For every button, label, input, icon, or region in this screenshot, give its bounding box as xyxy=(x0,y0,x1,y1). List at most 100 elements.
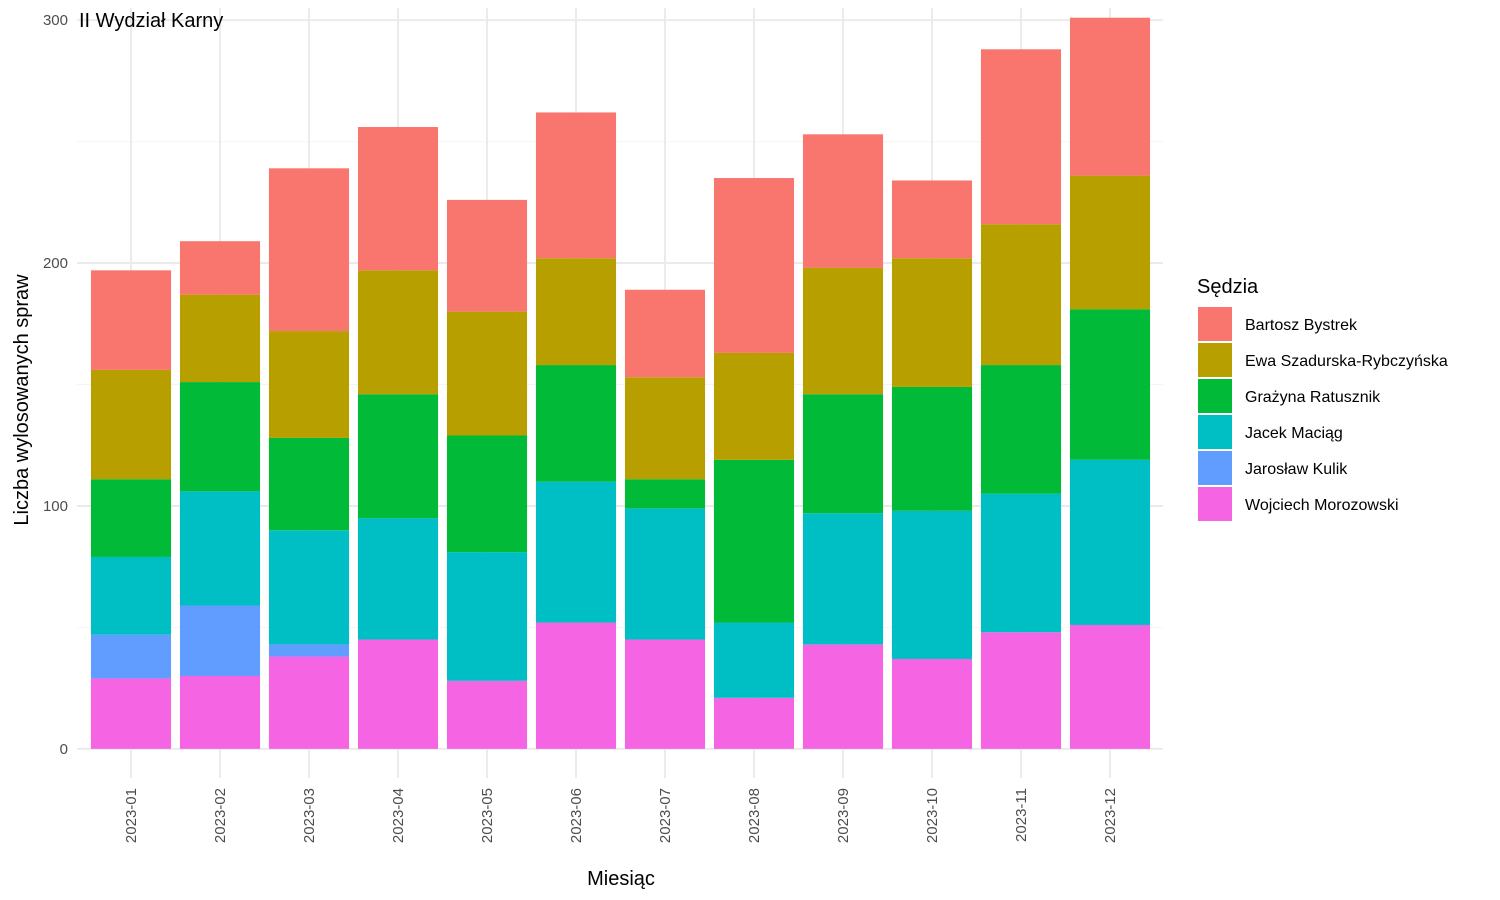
bar-segment xyxy=(624,377,706,480)
bar-segment xyxy=(268,530,350,645)
bar-segment xyxy=(268,656,350,749)
bar-segment xyxy=(357,518,439,640)
bar-segment xyxy=(980,224,1062,366)
x-tick-label: 2023-02 xyxy=(212,788,229,843)
x-tick-label: 2023-03 xyxy=(301,788,318,843)
bar-segment xyxy=(802,644,884,749)
legend-title: Sędzia xyxy=(1197,276,1259,298)
bar-segment xyxy=(179,675,261,749)
bar-segment xyxy=(891,510,973,659)
bars xyxy=(90,17,1151,749)
bar-segment xyxy=(1069,459,1151,625)
bar-segment xyxy=(535,112,617,259)
bar-segment xyxy=(268,168,350,332)
bar-segment xyxy=(802,513,884,645)
bar-segment xyxy=(980,632,1062,749)
bar-segment xyxy=(179,382,261,492)
bar-segment xyxy=(179,491,261,606)
bar-segment xyxy=(713,352,795,460)
bar-segment xyxy=(179,605,261,676)
bar-segment xyxy=(268,644,350,657)
x-tick-label: 2023-04 xyxy=(390,788,407,843)
bar-segment xyxy=(713,697,795,749)
legend-label: Jarosław Kulik xyxy=(1245,461,1348,478)
x-axis-title: Miesiąc xyxy=(587,868,655,890)
legend-label: Jacek Maciąg xyxy=(1245,425,1343,442)
legend-swatch xyxy=(1198,487,1232,521)
bar-segment xyxy=(802,134,884,268)
bar-segment xyxy=(624,479,706,509)
bar-segment xyxy=(446,552,528,681)
bar-segment xyxy=(535,622,617,749)
bar-segment xyxy=(980,365,1062,494)
bar-segment xyxy=(90,479,172,557)
y-tick-label: 0 xyxy=(60,741,68,758)
bar-segment xyxy=(446,435,528,553)
bar-segment xyxy=(179,241,261,295)
x-tick-label: 2023-09 xyxy=(835,788,852,843)
bar-segment xyxy=(624,639,706,749)
bar-segment xyxy=(713,459,795,623)
bar-segment xyxy=(90,369,172,480)
x-tick-label: 2023-11 xyxy=(1013,788,1030,842)
legend-label: Grażyna Ratusznik xyxy=(1245,389,1381,406)
bar-segment xyxy=(1069,624,1151,749)
bar-segment xyxy=(891,386,973,511)
bar-segment xyxy=(535,258,617,366)
x-tick-label: 2023-05 xyxy=(479,788,496,843)
bar-segment xyxy=(535,481,617,623)
bar-segment xyxy=(624,289,706,378)
bar-segment xyxy=(357,127,439,271)
bar-segment xyxy=(1069,309,1151,460)
bar-segment xyxy=(357,639,439,749)
bar-segment xyxy=(713,622,795,698)
bar-segment xyxy=(268,331,350,438)
legend-label: Wojciech Morozowski xyxy=(1245,497,1399,514)
x-tick-label: 2023-08 xyxy=(746,788,763,843)
bar-segment xyxy=(90,270,172,370)
bar-segment xyxy=(446,680,528,749)
legend: Sędzia Bartosz Bystrek Ewa Szadurska-Rybc… xyxy=(1197,276,1448,521)
bar-segment xyxy=(980,493,1062,633)
bar-segment xyxy=(179,294,261,383)
bar-segment xyxy=(802,267,884,395)
x-tick-label: 2023-07 xyxy=(657,788,674,843)
x-tick-label: 2023-01 xyxy=(123,788,140,843)
legend-label: Ewa Szadurska-Rybczyńska xyxy=(1245,353,1448,370)
y-axis-ticks: 0 100 200 300 xyxy=(43,12,68,758)
bar-segment xyxy=(446,311,528,436)
bar-segment xyxy=(90,634,172,679)
x-tick-label: 2023-10 xyxy=(924,788,941,843)
legend-label: Bartosz Bystrek xyxy=(1245,317,1358,334)
x-tick-label: 2023-12 xyxy=(1102,788,1119,843)
bar-segment xyxy=(1069,17,1151,176)
bar-segment xyxy=(357,270,439,395)
bar-segment xyxy=(891,258,973,387)
y-tick-label: 200 xyxy=(43,255,68,272)
bar-segment xyxy=(980,49,1062,225)
legend-swatch xyxy=(1198,451,1232,485)
legend-swatch xyxy=(1198,343,1232,377)
legend-swatch xyxy=(1198,307,1232,341)
bar-segment xyxy=(446,199,528,312)
bar-segment xyxy=(802,394,884,514)
bar-segment xyxy=(90,678,172,749)
bar-segment xyxy=(268,437,350,531)
y-tick-label: 100 xyxy=(43,498,68,515)
legend-swatch xyxy=(1198,379,1232,413)
chart-title: II Wydział Karny xyxy=(79,10,223,32)
bar-segment xyxy=(624,508,706,640)
legend-swatch xyxy=(1198,415,1232,449)
bar-segment xyxy=(357,394,439,519)
bar-segment xyxy=(713,178,795,353)
y-axis-title: Liczba wylosowanych spraw xyxy=(11,274,33,526)
bar-segment xyxy=(1069,175,1151,310)
bar-segment xyxy=(535,365,617,482)
x-tick-label: 2023-06 xyxy=(568,788,585,843)
bar-segment xyxy=(90,556,172,635)
bar-segment xyxy=(891,180,973,259)
x-axis-ticks: 2023-01 2023-02 2023-03 2023-04 2023-05 2023-… xyxy=(123,788,1119,843)
bar-segment xyxy=(891,658,973,749)
y-tick-label: 300 xyxy=(43,12,68,29)
